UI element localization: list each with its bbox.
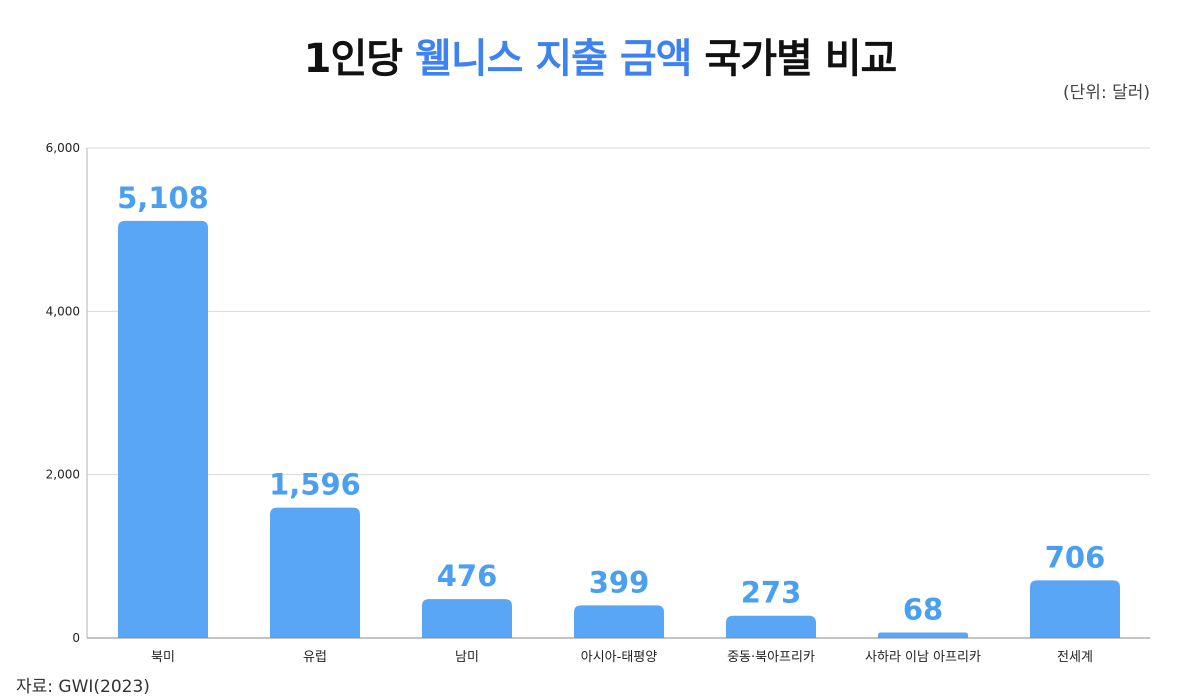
category-label: 남미 — [455, 650, 479, 665]
category-label: 사하라 이남 아프리카 — [865, 650, 981, 665]
y-tick-label: 0 — [72, 631, 80, 645]
bar — [726, 615, 816, 638]
bar — [118, 220, 208, 638]
y-tick-label: 6,000 — [46, 141, 80, 155]
bar — [270, 507, 360, 638]
y-tick-label: 2,000 — [46, 468, 80, 482]
data-label: 476 — [437, 559, 498, 593]
data-label: 68 — [903, 592, 943, 626]
chart-title: 1인당 웰니스 지출 금액 국가별 비교 — [0, 26, 1200, 84]
data-label: 5,108 — [117, 181, 209, 215]
bar — [422, 599, 512, 638]
category-label: 전세계 — [1057, 650, 1093, 665]
unit-note: (단위: 달러) — [1063, 83, 1150, 103]
data-label: 706 — [1045, 540, 1106, 574]
bar — [574, 605, 664, 638]
chart-title-highlight: 웰니스 지출 금액 — [415, 36, 692, 82]
bar — [1030, 580, 1120, 638]
category-label: 유럽 — [303, 650, 327, 665]
category-label: 아시아-태평양 — [581, 650, 657, 665]
chart-title-prefix: 1인당 — [303, 36, 416, 82]
data-label: 273 — [741, 576, 802, 610]
source-note: 자료: GWI(2023) — [16, 677, 150, 697]
chart-title-suffix: 국가별 비교 — [691, 36, 897, 82]
data-label: 1,596 — [269, 468, 361, 502]
category-label: 중동·북아프리카 — [727, 650, 815, 665]
data-label: 399 — [589, 565, 650, 599]
y-tick-label: 4,000 — [46, 304, 80, 318]
bar — [878, 632, 968, 638]
category-label: 북미 — [151, 650, 175, 665]
